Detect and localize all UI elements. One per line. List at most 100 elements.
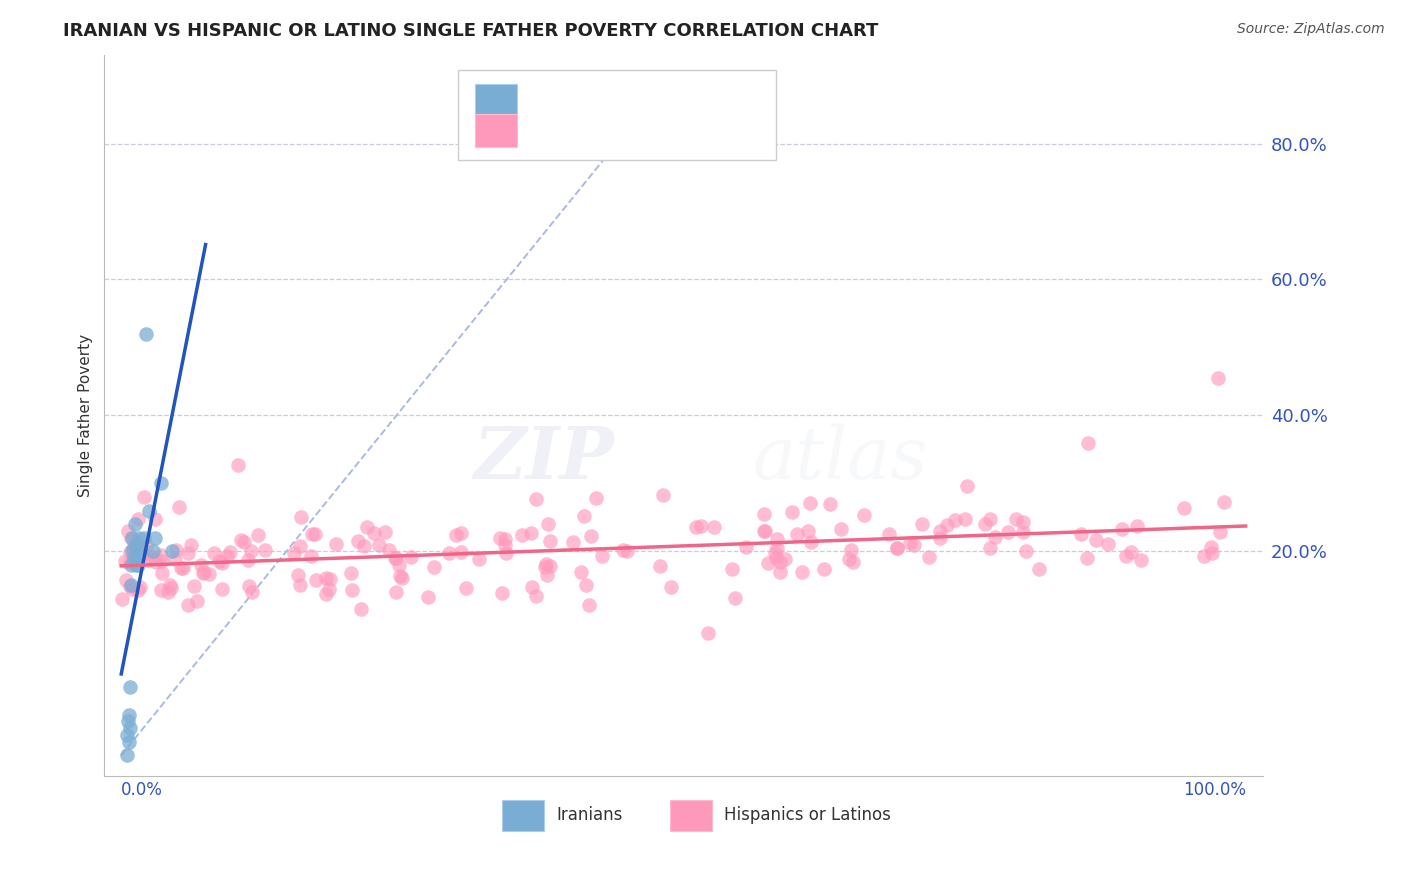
Point: [956, 479, 979, 493]
Point: [122, 551, 145, 566]
Point: [150, 548, 173, 562]
Point: [229, 533, 252, 547]
Point: [208, 554, 231, 568]
Point: [385, 584, 408, 599]
Point: [388, 558, 411, 573]
Y-axis label: Single Father Poverty: Single Father Poverty: [79, 334, 93, 497]
Point: [399, 550, 422, 565]
Point: [1126, 519, 1149, 533]
Text: 100.0%: 100.0%: [1182, 781, 1246, 799]
Point: [724, 591, 747, 606]
Point: [238, 579, 260, 593]
Point: [520, 580, 543, 594]
Point: [217, 549, 239, 563]
Point: [142, 544, 165, 558]
Point: [325, 536, 347, 550]
Point: [494, 533, 516, 547]
Point: [315, 587, 337, 601]
Point: [818, 497, 841, 511]
Point: [121, 531, 143, 545]
Point: [186, 594, 208, 608]
Text: ZIP: ZIP: [472, 423, 614, 494]
Point: [766, 532, 789, 546]
Point: [134, 491, 156, 505]
Point: [125, 558, 148, 572]
Point: [943, 513, 966, 527]
Point: [127, 536, 149, 550]
Point: [120, 578, 142, 592]
Point: [347, 533, 370, 548]
Point: [1070, 527, 1092, 541]
Point: [886, 541, 908, 556]
Point: [120, 721, 142, 735]
Point: [1115, 549, 1137, 563]
Point: [853, 508, 876, 523]
Point: [489, 531, 512, 545]
Point: [120, 681, 142, 695]
Point: [160, 544, 183, 558]
Point: [111, 592, 134, 607]
Point: [290, 578, 312, 592]
Point: [198, 566, 221, 581]
Point: [165, 542, 187, 557]
Point: [696, 625, 718, 640]
Point: [423, 559, 446, 574]
Point: [143, 531, 166, 545]
Point: [127, 512, 149, 526]
Point: [612, 542, 634, 557]
Point: [315, 571, 337, 585]
Point: [780, 505, 803, 519]
Point: [685, 520, 707, 534]
Point: [1119, 545, 1142, 559]
Point: [979, 541, 1001, 555]
Point: [591, 549, 613, 564]
Point: [799, 496, 821, 510]
Point: [1130, 553, 1153, 567]
Point: [377, 543, 399, 558]
Point: [228, 458, 250, 472]
Point: [536, 567, 558, 582]
Point: [138, 503, 160, 517]
Point: [494, 538, 516, 552]
Point: [830, 522, 852, 536]
Point: [456, 581, 478, 595]
Point: [145, 555, 167, 569]
Point: [839, 542, 862, 557]
Point: [1209, 525, 1232, 540]
Point: [169, 561, 191, 575]
Point: [877, 526, 900, 541]
Point: [118, 555, 141, 569]
Point: [765, 541, 787, 556]
Point: [979, 511, 1001, 525]
Point: [754, 524, 776, 538]
Point: [301, 527, 323, 541]
Text: atlas: atlas: [754, 424, 928, 494]
Point: [491, 586, 513, 600]
Point: [143, 512, 166, 526]
Point: [1173, 500, 1195, 515]
Point: [842, 555, 865, 569]
Point: [578, 598, 600, 612]
Point: [128, 531, 150, 545]
Point: [152, 553, 174, 567]
Point: [115, 573, 138, 587]
Point: [752, 507, 775, 521]
Point: [367, 538, 389, 552]
Point: [446, 528, 468, 542]
Point: [585, 491, 607, 505]
Point: [886, 541, 908, 555]
Point: [299, 549, 322, 564]
Point: [363, 526, 385, 541]
Point: [290, 509, 312, 524]
Point: [131, 547, 153, 561]
Point: [581, 529, 603, 543]
Point: [374, 525, 396, 540]
Point: [519, 525, 541, 540]
Point: [813, 562, 835, 576]
Point: [159, 578, 181, 592]
Point: [721, 562, 744, 576]
Point: [689, 519, 711, 533]
Point: [1077, 435, 1099, 450]
Point: [953, 512, 976, 526]
Point: [1012, 516, 1035, 530]
